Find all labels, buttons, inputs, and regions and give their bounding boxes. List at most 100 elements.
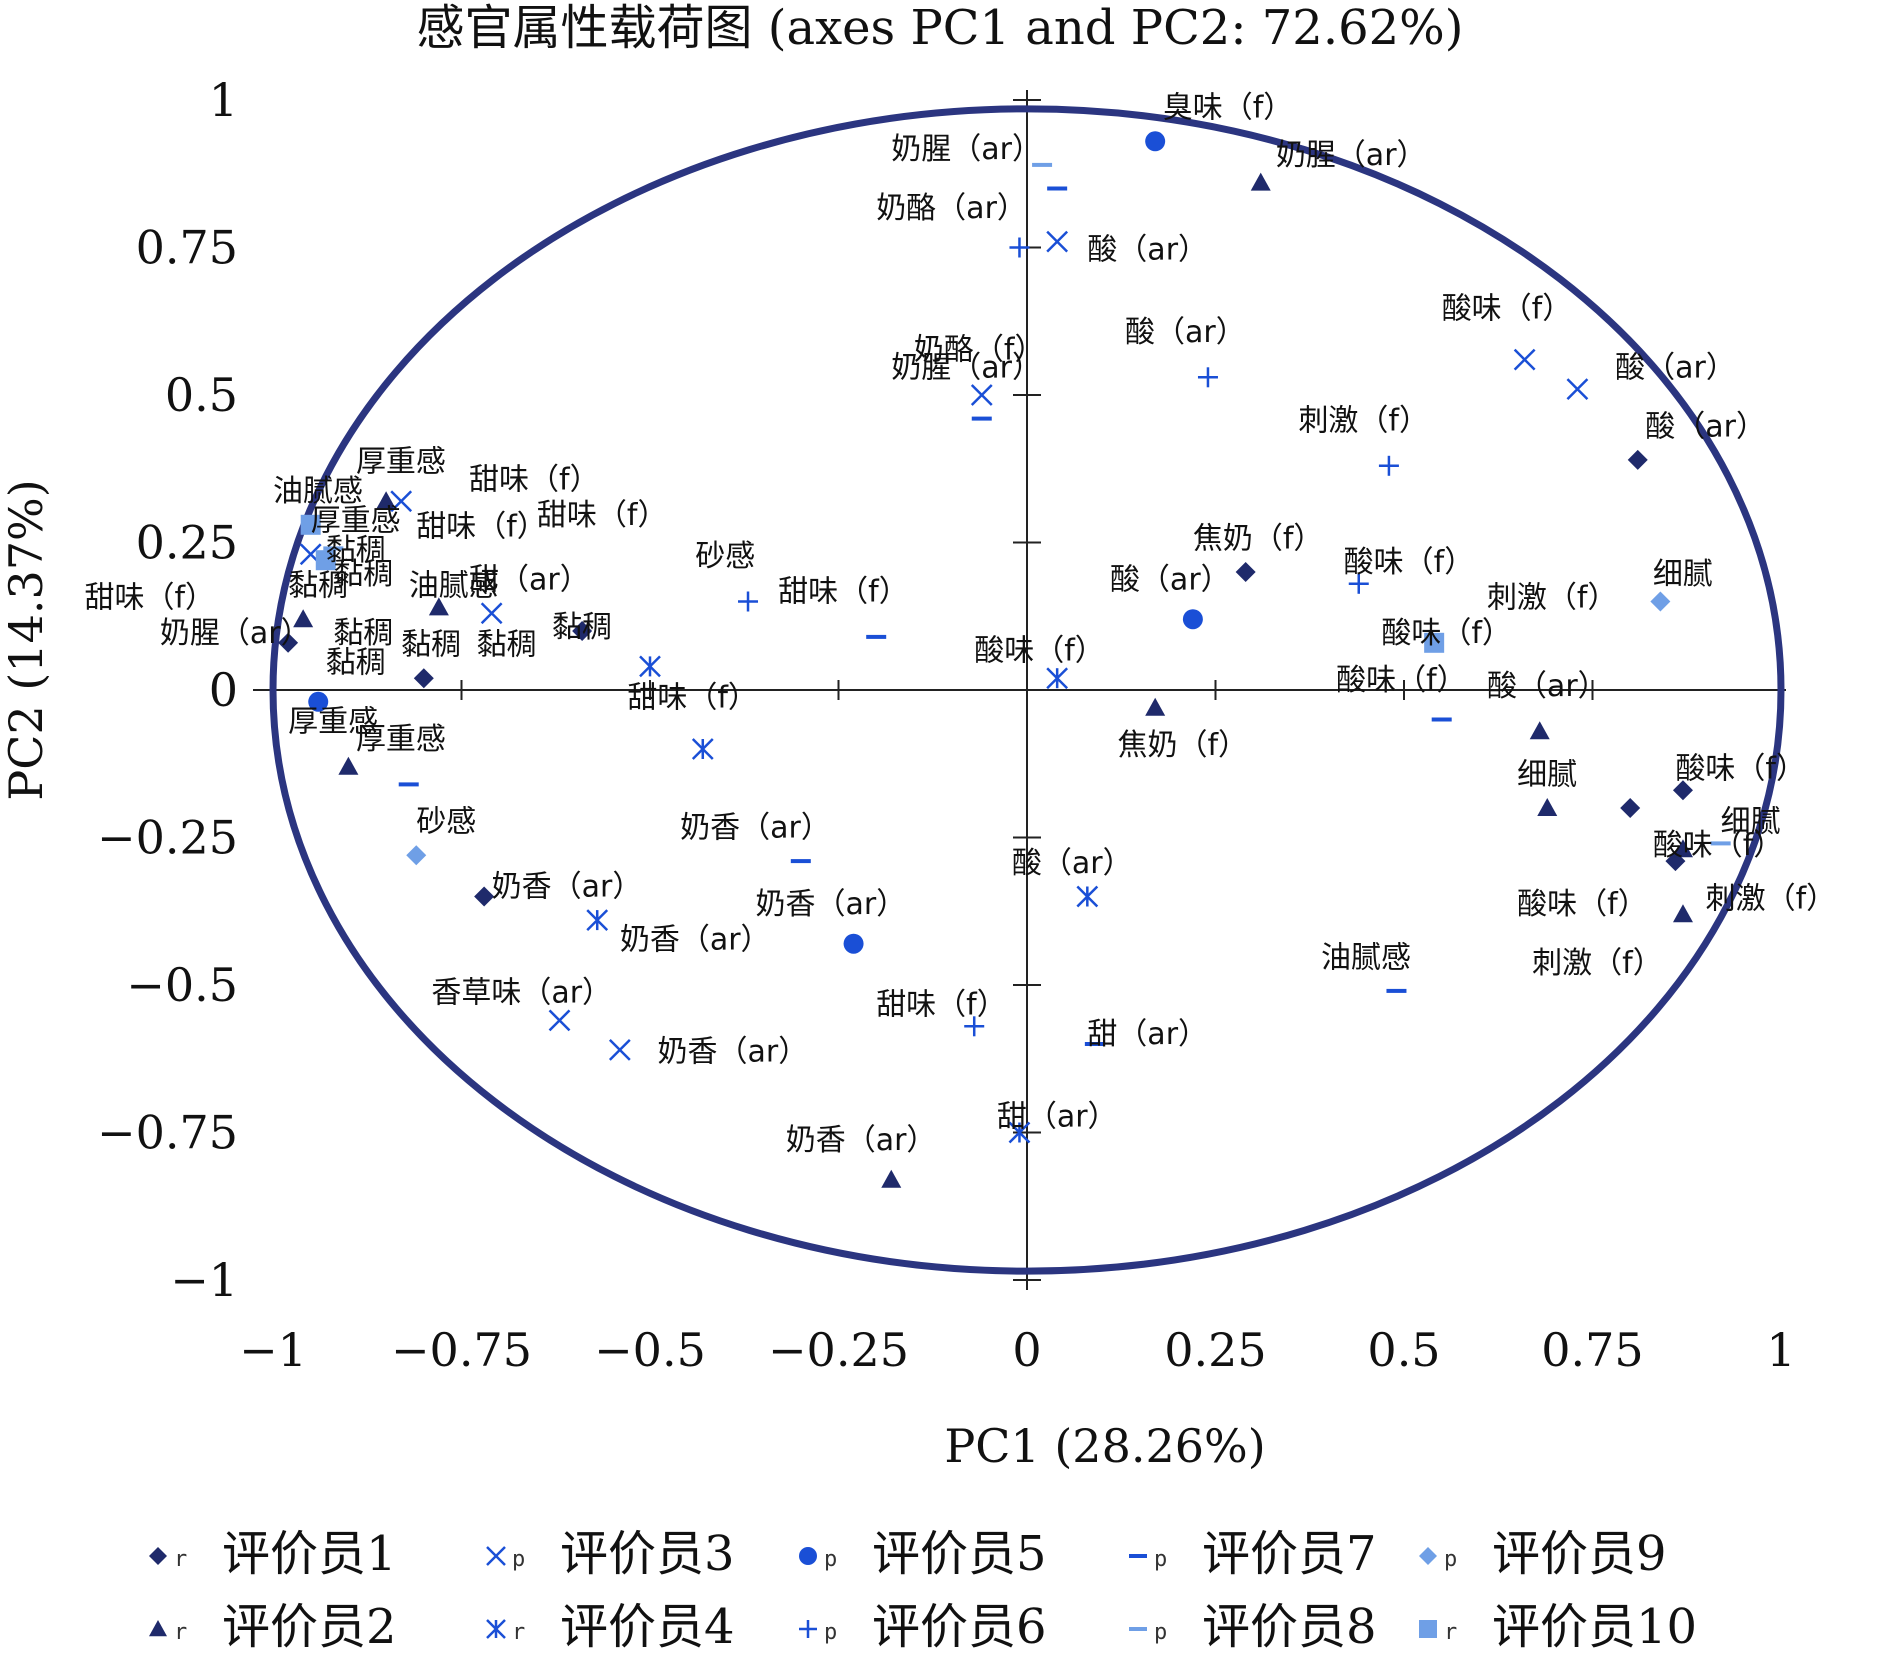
data-point [691, 738, 714, 760]
diamond-marker [413, 668, 434, 689]
data-point [1084, 1042, 1105, 1046]
legend-item: p 评价员3 [486, 1526, 735, 1582]
dash-marker [1129, 1554, 1147, 1558]
circle-marker [1182, 609, 1203, 630]
dash-marker [1386, 988, 1407, 993]
point-label: 刺激（f） [1298, 403, 1429, 438]
data-point [1710, 841, 1731, 846]
y-tick-label: 0.5 [165, 368, 238, 422]
data-point [1235, 562, 1256, 582]
y-tick-label: −0.75 [97, 1106, 238, 1160]
legend-marker [1129, 1627, 1147, 1631]
y-tick-label: 0.75 [136, 221, 238, 275]
legend-item: r 评价员4 [486, 1599, 735, 1655]
point-label: 酸味（f） [974, 634, 1105, 669]
square-marker [1424, 632, 1445, 653]
point-label: 油腻感 [273, 474, 363, 509]
point-label: 酸（ar） [1487, 669, 1608, 704]
data-point [1032, 162, 1053, 167]
triangle-marker [881, 1169, 902, 1188]
legend-item: r 评价员1 [149, 1526, 397, 1582]
correlation-circle [269, 105, 1785, 1275]
data-point [293, 609, 314, 628]
legend-marker [149, 1547, 167, 1565]
point-label: 甜（ar） [997, 1100, 1118, 1135]
triangle-marker [338, 756, 359, 775]
data-point [474, 886, 495, 907]
diamond-marker [572, 621, 593, 641]
data-point [480, 602, 503, 625]
point-label: 臭味（f） [1163, 91, 1294, 126]
y-tick-label: 0 [209, 663, 238, 717]
point-label: 黏稠 [477, 628, 537, 663]
x-tick-label: 0.25 [1164, 1323, 1266, 1377]
legend-item: p 评价员9 [1419, 1526, 1667, 1582]
point-label: 黏稠 [333, 557, 393, 592]
point-label: 砂感 [416, 805, 476, 840]
triangle-marker [1145, 697, 1166, 716]
data-point [1672, 780, 1693, 801]
legend-tag: r [174, 1547, 187, 1572]
point-label: 厚重感 [311, 504, 401, 539]
data-point [428, 597, 449, 616]
point-label: 厚重感 [288, 704, 378, 739]
diamond-marker [474, 886, 495, 907]
axes-layer: −1 −0.75 −0.5 −0.25 0 0.25 0.5 0.75 1 1 0.75 0.5 0.2… [97, 73, 1796, 1377]
point-label: 奶香（ar） [658, 1035, 809, 1070]
data-point [1348, 573, 1369, 594]
data-points-layer [278, 131, 1731, 1188]
point-label: 刺激（f） [1706, 881, 1837, 916]
square-marker [300, 514, 321, 535]
y-tick-label: −0.5 [126, 958, 238, 1012]
data-point [1513, 348, 1536, 371]
x-tick-label: −0.25 [768, 1323, 909, 1377]
legend-tag: p [824, 1620, 837, 1645]
legend-tag: p [1444, 1547, 1457, 1572]
legend-item: r 评价员10 [1419, 1599, 1697, 1655]
data-point [1672, 904, 1693, 923]
square-marker [1419, 1620, 1437, 1638]
point-label: 油腻感 [1321, 940, 1411, 975]
data-point [1650, 591, 1671, 612]
point-label: 酸味（f） [1442, 291, 1573, 326]
point-label: 奶酪（f） [914, 333, 1045, 368]
point-label: 厚重感 [356, 445, 446, 480]
triangle-marker [293, 609, 314, 628]
point-label: 奶香（ar） [492, 870, 643, 905]
point-label: 酸（ar） [1110, 563, 1231, 598]
data-point [1431, 717, 1452, 722]
dash-marker [1084, 1042, 1105, 1046]
legend-item: p 评价员7 [1129, 1526, 1377, 1582]
data-point [738, 591, 759, 612]
data-point [1009, 237, 1030, 258]
x-tick-label: 1 [1766, 1323, 1795, 1377]
legend-item: p 评价员5 [799, 1526, 1047, 1582]
dash-marker [790, 859, 811, 864]
point-label: 甜（ar） [1087, 1017, 1208, 1052]
y-tick-label: 0.25 [136, 516, 238, 570]
diamond-marker [1235, 562, 1256, 582]
diamond-marker [1620, 798, 1641, 818]
y-tick-label: −1 [170, 1253, 238, 1307]
dash-marker [1431, 717, 1452, 722]
point-label: 酸（ar） [1087, 232, 1208, 267]
point-label: 奶酪（ar） [876, 191, 1027, 226]
legend-marker [1129, 1554, 1147, 1558]
x-marker-stroke [970, 384, 993, 406]
dash-marker [1129, 1627, 1147, 1631]
point-label: 酸（ar） [1615, 350, 1736, 385]
legend-marker [1419, 1620, 1437, 1638]
diamond-marker [1672, 780, 1693, 801]
data-point [1537, 798, 1558, 816]
data-point [843, 933, 864, 954]
point-label: 奶腥（ar） [1276, 138, 1427, 173]
circle-marker [799, 1547, 817, 1565]
legend-tag: p [824, 1547, 837, 1572]
point-label: 黏稠 [333, 616, 393, 651]
point-label: 酸味（f） [1344, 545, 1475, 580]
triangle-marker [1672, 839, 1693, 858]
triangle-marker [428, 597, 449, 616]
legend-label: 评价员3 [560, 1526, 735, 1582]
legend-label: 评价员5 [872, 1526, 1047, 1582]
data-point [323, 546, 344, 551]
